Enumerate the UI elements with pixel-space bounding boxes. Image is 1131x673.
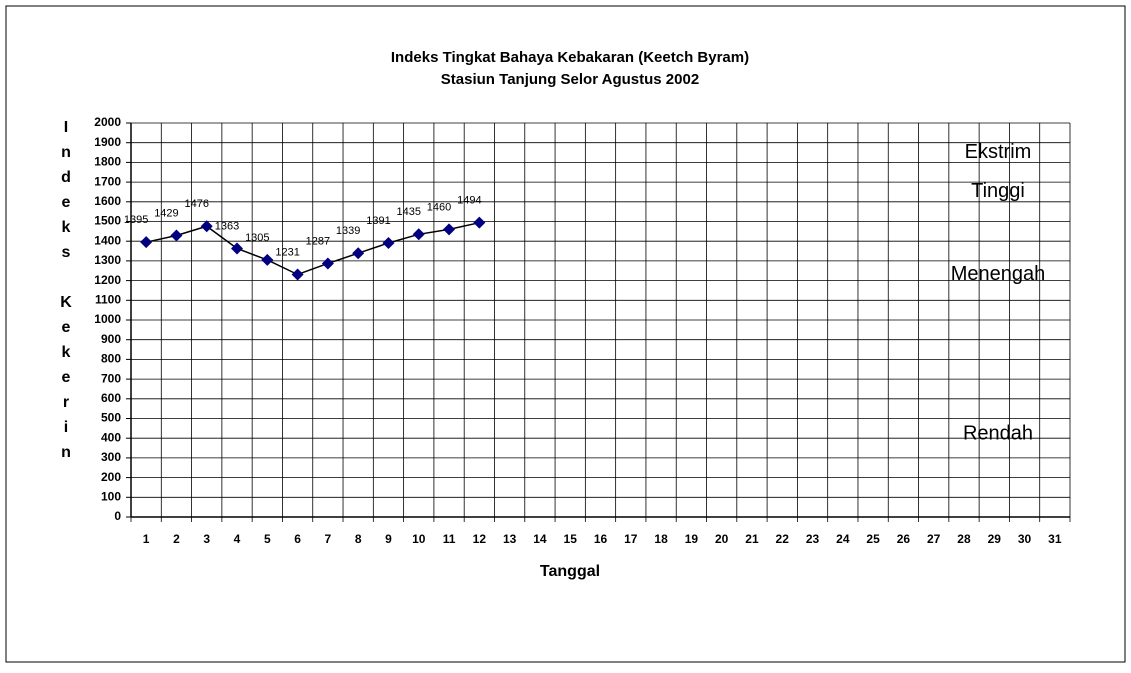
x-axis-label: Tanggal — [540, 563, 600, 580]
data-label: 1391 — [366, 215, 390, 227]
y-tick-label: 400 — [101, 430, 121, 444]
y-tick-label: 900 — [101, 332, 121, 346]
x-tick-label: 24 — [836, 532, 850, 546]
data-label: 1339 — [336, 225, 360, 237]
data-point — [140, 236, 153, 249]
data-point — [473, 216, 486, 229]
x-tick-label: 7 — [325, 532, 332, 546]
x-tick-label: 22 — [776, 532, 790, 546]
y-tick-label: 300 — [101, 450, 121, 464]
chart-subtitle: Stasiun Tanjung Selor Agustus 2002 — [441, 71, 699, 88]
y-tick-label: 1600 — [94, 194, 121, 208]
data-label: 1395 — [124, 214, 148, 226]
x-tick-label: 17 — [624, 532, 638, 546]
x-tick-label: 6 — [294, 532, 301, 546]
y-tick-label: 0 — [114, 509, 121, 523]
y-tick-label: 1700 — [94, 174, 121, 188]
data-point — [412, 228, 425, 241]
data-label: 1429 — [154, 207, 178, 219]
x-tick-label: 15 — [564, 532, 578, 546]
zone-label: Rendah — [963, 423, 1033, 445]
data-point — [321, 257, 334, 270]
data-point — [231, 242, 244, 255]
zone-label: Ekstrim — [965, 141, 1032, 163]
y-tick-label: 1800 — [94, 155, 121, 169]
y-tick-label: 1000 — [94, 312, 121, 326]
data-label: 1494 — [457, 195, 481, 207]
x-tick-label: 26 — [897, 532, 911, 546]
data-point — [200, 220, 213, 233]
data-point — [261, 253, 274, 266]
chart-border — [5, 5, 1126, 663]
x-tick-label: 1 — [143, 532, 150, 546]
x-tick-label: 21 — [745, 532, 759, 546]
x-tick-label: 12 — [473, 532, 487, 546]
y-tick-label: 600 — [101, 391, 121, 405]
data-label: 1460 — [427, 201, 451, 213]
y-tick-label: 1300 — [94, 253, 121, 267]
y-tick-label: 1100 — [95, 292, 121, 306]
y-tick-label: 100 — [101, 489, 121, 503]
data-point — [382, 236, 395, 249]
data-point — [352, 247, 365, 260]
x-tick-label: 5 — [264, 532, 271, 546]
x-tick-label: 27 — [927, 532, 941, 546]
data-label: 1476 — [184, 198, 208, 210]
x-tick-label: 28 — [957, 532, 971, 546]
y-tick-label: 700 — [101, 371, 121, 385]
y-tick-label: 200 — [101, 470, 121, 484]
data-point — [443, 223, 456, 236]
x-tick-label: 25 — [866, 532, 880, 546]
y-tick-label: 2000 — [94, 115, 121, 129]
x-tick-label: 10 — [412, 532, 426, 546]
x-tick-label: 2 — [173, 532, 180, 546]
y-tick-label: 500 — [101, 411, 121, 425]
x-tick-label: 19 — [685, 532, 699, 546]
x-tick-label: 4 — [234, 532, 241, 546]
data-point — [291, 268, 304, 281]
data-label: 1363 — [215, 220, 239, 232]
chart-title: Indeks Tingkat Bahaya Kebakaran (Keetch … — [391, 49, 749, 66]
x-tick-label: 8 — [355, 532, 362, 546]
y-tick-label: 1900 — [94, 135, 121, 149]
data-point — [170, 229, 183, 242]
x-tick-label: 13 — [503, 532, 517, 546]
x-tick-label: 9 — [385, 532, 392, 546]
x-tick-label: 20 — [715, 532, 729, 546]
y-tick-label: 1400 — [94, 233, 121, 247]
y-tick-label: 1500 — [94, 214, 121, 228]
x-tick-label: 29 — [988, 532, 1002, 546]
x-tick-label: 11 — [443, 532, 456, 546]
x-tick-label: 14 — [533, 532, 547, 546]
data-label: 1231 — [275, 246, 299, 258]
data-label: 1305 — [245, 232, 269, 244]
x-tick-label: 30 — [1018, 532, 1032, 546]
x-tick-label: 23 — [806, 532, 820, 546]
data-label: 1435 — [397, 206, 421, 218]
zone-label: Tinggi — [971, 180, 1025, 202]
x-tick-label: 18 — [654, 532, 668, 546]
data-label: 1287 — [306, 235, 330, 247]
x-tick-label: 16 — [594, 532, 608, 546]
x-tick-label: 3 — [203, 532, 210, 546]
y-tick-label: 1200 — [94, 273, 121, 287]
y-tick-label: 800 — [101, 352, 121, 366]
x-tick-label: 31 — [1048, 532, 1062, 546]
zone-label: Menengah — [951, 263, 1046, 285]
